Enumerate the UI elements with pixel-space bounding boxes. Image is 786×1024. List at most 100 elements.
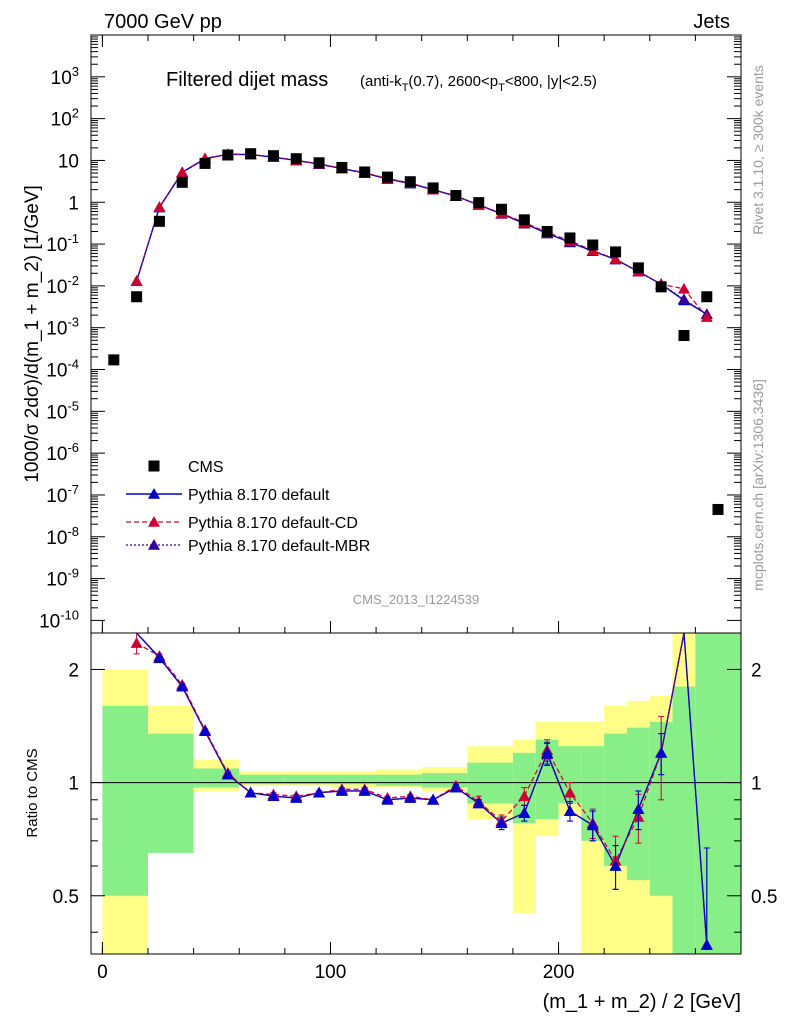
mc-line-0 [135, 153, 708, 315]
plot-subtitle: (anti-kT(0.7), 2600<pT<800, |y|<2.5) [360, 73, 597, 94]
ratio-y-label: Ratio to CMS [24, 748, 41, 837]
plot-title: Filtered dijet mass [166, 69, 328, 91]
subtitle-sub-t-2: T [498, 82, 505, 94]
y-tick-label: 10-6 [46, 440, 79, 465]
cms-point [518, 214, 530, 226]
rivet-label: Rivet 3.1.10, ≥ 300k events [750, 65, 766, 235]
ratio-point [244, 786, 257, 798]
subtitle-part-2: (0.7), 2600<p [408, 73, 498, 90]
cms-point [610, 246, 622, 258]
ratio-point [586, 819, 599, 831]
legend-label: Pythia 8.170 default [188, 487, 330, 504]
ratio-panel: 0.5 0.5 1 1 2 2 0 100 200 Ratio to CMS (m_1 + m_… [24, 632, 778, 1013]
ratio-point [609, 860, 622, 871]
ratio-y-tick-label-right: 0.5 [751, 887, 777, 908]
uncertainty-band-green [672, 686, 696, 954]
mc-point [677, 293, 690, 305]
ratio-point [655, 746, 668, 758]
ratio-axes: 0.5 0.5 1 1 2 2 0 100 200 [53, 660, 778, 983]
ratio-y-tick-label: 1 [68, 774, 79, 795]
subtitle-part-1: (anti-k [360, 73, 402, 90]
uncertainty-band-green [330, 774, 377, 785]
mc-point [153, 201, 166, 212]
mc-point [677, 282, 690, 294]
ratio-point [313, 786, 326, 798]
ratio-point [153, 651, 166, 663]
cms-point [564, 232, 576, 244]
legend-label: CMS [188, 459, 224, 476]
ratio-point [541, 746, 554, 758]
y-tick-label: 1 [68, 193, 79, 214]
ratio-point [176, 680, 189, 692]
cms-point [381, 171, 393, 183]
y-tick-label: 103 [51, 64, 79, 89]
ratio-point [472, 797, 485, 809]
cms-point [712, 503, 724, 515]
uncertainty-band-green [581, 746, 605, 841]
uncertainty-band-green [695, 633, 741, 954]
y-tick-label: 10-8 [46, 524, 79, 549]
subtitle-part-3: <800, |y|<2.5) [505, 73, 597, 90]
legend-marker [148, 488, 160, 499]
y-tick-label: 10-2 [46, 273, 79, 298]
cms-point [701, 291, 713, 303]
ratio-y-tick-label: 0.5 [53, 887, 79, 908]
cms-point [404, 176, 416, 188]
legend-label: Pythia 8.170 default-MBR [188, 538, 370, 555]
legend-marker [148, 516, 160, 527]
cms-point [655, 281, 667, 293]
ratio-frame [90, 632, 742, 955]
ratio-point [518, 790, 531, 802]
ratio-point [199, 725, 212, 737]
x-tick-label: 0 [97, 962, 108, 983]
cms-point [450, 190, 462, 202]
ratio-point [267, 790, 280, 802]
mc-line-1 [136, 153, 708, 318]
cms-point [678, 330, 690, 342]
uncertainty-band-green [148, 733, 194, 853]
header-right: Jets [693, 11, 730, 33]
x-tick-label: 200 [543, 962, 575, 983]
mc-point [176, 166, 189, 178]
mcplots-label: mcplots.cern.ch [arXiv:1306.3436] [750, 379, 766, 591]
legend-marker [148, 539, 160, 550]
y-tick-label: 10-1 [46, 231, 79, 256]
cms-point [222, 149, 234, 161]
uncertainty-band-green [284, 774, 331, 785]
y-tick-label: 102 [51, 106, 79, 131]
mc-point [700, 311, 713, 322]
y-tick-label: 10-10 [39, 607, 79, 632]
mc-line-2 [136, 153, 708, 315]
y-tick-label: 10 [58, 151, 79, 172]
ratio-y-tick-label-right: 1 [751, 774, 762, 795]
cms-point [199, 157, 211, 169]
uncertainty-band-green [421, 773, 468, 788]
cms-point [632, 262, 644, 274]
x-axis-label: (m_1 + m_2) / 2 [GeV] [543, 991, 741, 1013]
legend-marker-cms [148, 460, 160, 472]
uncertainty-band-green [558, 746, 582, 804]
cms-point [473, 197, 485, 209]
ratio-point [335, 784, 348, 796]
main-y-axis: 10-10 10-9 10-8 10-7 10-6 10-5 10-4 10-3 10-2 10-… [39, 35, 741, 633]
ratio-point [563, 805, 576, 816]
y-tick-label: 10-9 [46, 566, 79, 591]
cms-point [427, 182, 439, 194]
y-tick-label: 10-7 [46, 482, 79, 507]
ratio-point [449, 781, 462, 793]
mc-point [609, 252, 622, 264]
cms-point [313, 157, 325, 169]
ratio-y-tick-label-right: 2 [751, 660, 762, 681]
uncertainty-band-green [376, 774, 422, 786]
ratio-point [221, 768, 234, 780]
y-tick-label: 10-4 [46, 357, 79, 382]
cms-point [587, 239, 599, 251]
cms-point [131, 291, 143, 303]
cms-point [359, 166, 371, 178]
ratio-line-2 [136, 632, 708, 945]
cms-point [541, 225, 553, 237]
cms-point [267, 150, 279, 162]
mc-point [130, 275, 143, 286]
ratio-point [495, 817, 508, 828]
